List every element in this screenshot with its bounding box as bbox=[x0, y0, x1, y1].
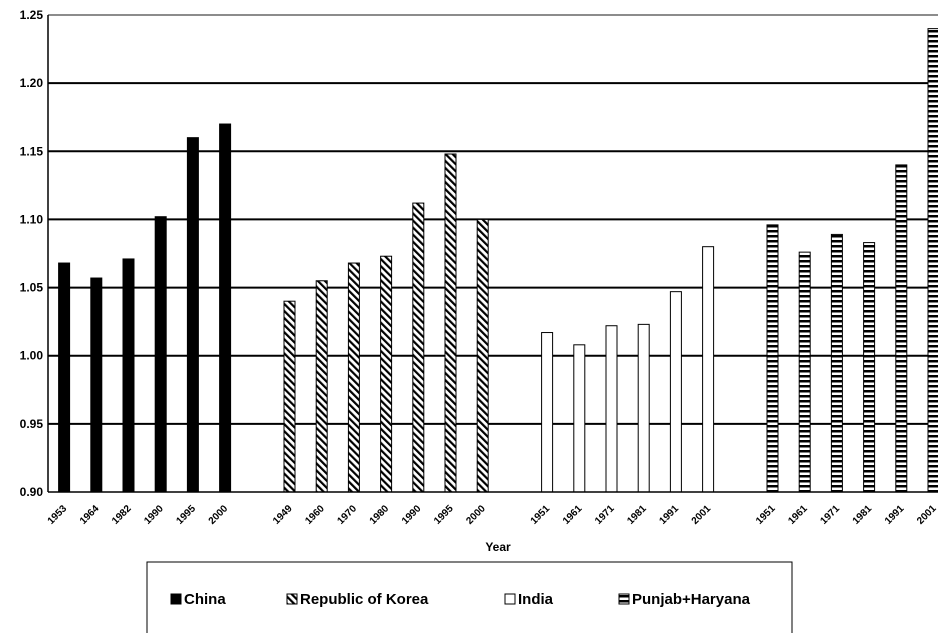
legend-label: Punjab+Haryana bbox=[632, 591, 751, 608]
bar-republic-of-korea bbox=[444, 153, 457, 493]
bar-republic-of-korea bbox=[476, 218, 489, 493]
y-tick-label: 0.90 bbox=[20, 485, 44, 499]
bar-india bbox=[573, 344, 586, 493]
x-tick-label: 1970 bbox=[336, 503, 360, 527]
y-tick-label: 1.20 bbox=[20, 76, 44, 90]
y-tick-label: 0.95 bbox=[20, 417, 44, 431]
x-tick-label: 1995 bbox=[432, 503, 456, 527]
bar-punjab-haryana bbox=[766, 224, 779, 493]
x-tick-label: 1953 bbox=[46, 503, 70, 527]
legend-swatch bbox=[286, 593, 298, 605]
x-tick-label: 2001 bbox=[915, 503, 938, 527]
y-tick-label: 1.05 bbox=[20, 281, 44, 295]
y-tick-label: 1.15 bbox=[20, 144, 44, 158]
bar-republic-of-korea bbox=[315, 280, 328, 493]
bar-china bbox=[90, 277, 103, 493]
x-tick-label: 1981 bbox=[851, 503, 875, 527]
y-tick-label: 1.00 bbox=[20, 349, 44, 363]
bar-india bbox=[702, 246, 715, 493]
bar-punjab-haryana bbox=[895, 164, 908, 493]
bar-china bbox=[58, 262, 71, 493]
x-tick-label: 1971 bbox=[593, 503, 617, 527]
bar-china bbox=[154, 216, 167, 493]
legend-label: India bbox=[518, 591, 554, 608]
x-tick-label: 1990 bbox=[142, 503, 166, 527]
x-tick-label: 1960 bbox=[303, 503, 327, 527]
x-tick-label: 1961 bbox=[561, 503, 585, 527]
bar-punjab-haryana bbox=[927, 28, 938, 493]
y-tick-label: 1.25 bbox=[20, 8, 44, 22]
legend-swatch bbox=[618, 593, 630, 605]
bar-india bbox=[637, 323, 650, 493]
x-tick-label: 1951 bbox=[529, 503, 553, 527]
y-tick-label: 1.10 bbox=[20, 212, 44, 226]
legend: China Republic of Korea India Punjab+Haryan… bbox=[146, 561, 793, 633]
x-tick-label: 2000 bbox=[464, 503, 488, 527]
legend-swatch bbox=[504, 593, 516, 605]
legend-label: Republic of Korea bbox=[300, 591, 429, 608]
bar-china bbox=[219, 123, 232, 493]
x-tick-label: 1949 bbox=[271, 503, 295, 527]
x-tick-label: 1980 bbox=[368, 503, 392, 527]
x-tick-label: 2001 bbox=[690, 503, 714, 527]
bar-china bbox=[186, 137, 199, 493]
x-tick-label: 2000 bbox=[207, 503, 231, 527]
legend-swatch bbox=[170, 593, 182, 605]
bar-punjab-haryana bbox=[830, 233, 843, 493]
bar-punjab-haryana bbox=[798, 251, 811, 493]
x-axis-title: Year bbox=[485, 540, 511, 554]
x-tick-label: 1990 bbox=[400, 503, 424, 527]
x-tick-label: 1991 bbox=[883, 503, 907, 527]
legend-box bbox=[146, 561, 793, 633]
legend-label: China bbox=[184, 591, 226, 608]
x-tick-label: 1961 bbox=[786, 503, 810, 527]
x-tick-label: 1981 bbox=[625, 503, 649, 527]
bar-republic-of-korea bbox=[283, 300, 296, 493]
bar-republic-of-korea bbox=[380, 255, 393, 493]
x-tick-label: 1964 bbox=[78, 503, 102, 527]
bar-china bbox=[122, 258, 135, 493]
bar-india bbox=[669, 291, 682, 493]
x-tick-label: 1951 bbox=[754, 503, 778, 527]
bar-india bbox=[605, 325, 618, 493]
bar-india bbox=[541, 332, 554, 493]
bar-punjab-haryana bbox=[863, 242, 876, 493]
x-tick-label: 1991 bbox=[658, 503, 682, 527]
bar-republic-of-korea bbox=[347, 262, 360, 493]
bar-republic-of-korea bbox=[412, 202, 425, 493]
x-tick-label: 1971 bbox=[819, 503, 843, 527]
x-tick-label: 1995 bbox=[175, 503, 199, 527]
x-tick-label: 1982 bbox=[110, 503, 134, 527]
